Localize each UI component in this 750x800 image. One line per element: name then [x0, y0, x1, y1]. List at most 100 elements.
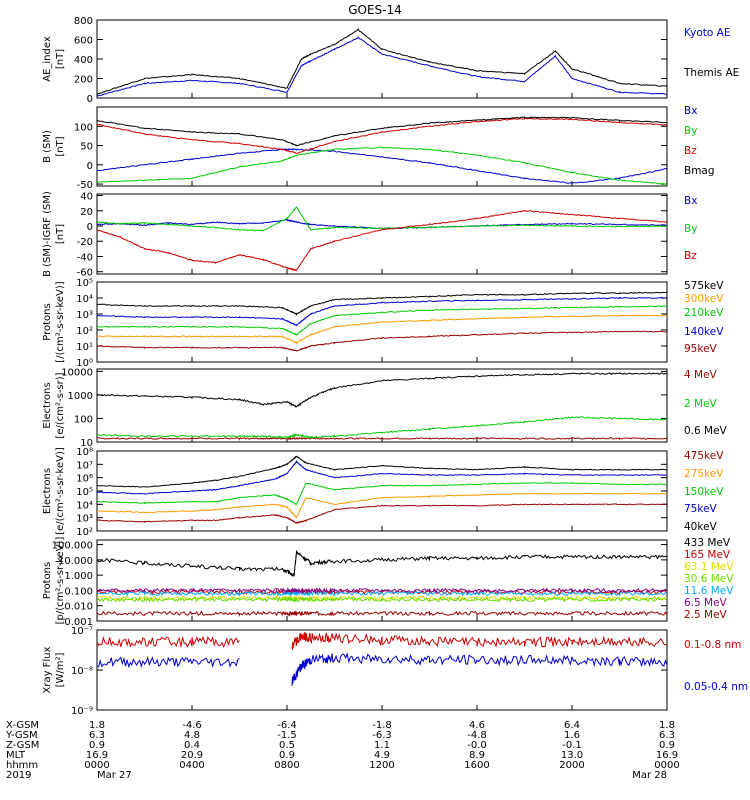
series-line [96, 455, 668, 488]
series-line [96, 372, 668, 408]
x-axis-end-date: Mar 28 [632, 770, 667, 781]
y-tick-label: 10⁰ [76, 358, 93, 369]
series-line [96, 148, 668, 185]
legend-label: Bz [684, 250, 697, 262]
y-tick-label: 0 [87, 161, 93, 172]
y-tick-label: 0.100 [64, 586, 93, 597]
panel-8: 10⁻⁹ 10⁻⁸ 10⁻⁷ Xray Flux [W/m²] 0.1-0.8 nm 0.0… [42, 626, 748, 717]
y-tick-label: 10⁻⁸ [71, 666, 93, 677]
series-line [96, 586, 668, 595]
y-tick-label: -20 [77, 237, 93, 248]
panel-3: -60 -40 -20 0 20 40 B (SM)-IGRF (SM) [nT] Bx By Bz [42, 191, 697, 279]
x-axis-row-value: 20.9 [181, 750, 203, 761]
legend-label: Bz [684, 145, 697, 157]
y-axis-label: Protons [42, 303, 53, 340]
series-line [96, 436, 668, 441]
series-line [96, 28, 668, 96]
y-tick-label: 40 [80, 192, 93, 203]
y-tick-label: 100 [74, 122, 93, 133]
x-axis-row-label: hhmm [6, 760, 38, 771]
y-tick-label: 100.000 [52, 541, 93, 552]
x-axis-row-value: 1.6 [564, 730, 580, 741]
y-tick-label: 0.001 [64, 617, 93, 628]
legend-label: 475keV [684, 450, 724, 462]
y-tick-label: 400 [74, 55, 93, 66]
y-tick-label: 10⁵ [76, 487, 93, 498]
y-tick-label: -50 [77, 180, 93, 191]
x-axis-row-value: 1600 [464, 760, 489, 771]
series-line [96, 652, 668, 686]
series-line [97, 330, 668, 352]
x-axis-row-label: MLT [6, 750, 26, 761]
y-tick-label: 0 [87, 222, 93, 233]
y-tick-label: 200 [74, 75, 93, 86]
x-axis-start-date: Mar 27 [97, 770, 132, 781]
legend-label: 40keV [684, 521, 718, 533]
legend-label: Bx [684, 105, 697, 117]
series-line [96, 206, 668, 232]
y-tick-label: 50 [80, 142, 93, 153]
legend-label: Bx [684, 195, 697, 207]
legend-label: 75keV [684, 503, 718, 515]
panel-1: 0 200 400 600 800 AE_index [nT] Kyoto AE Themis … [42, 16, 739, 105]
x-axis-row-value: -1.5 [277, 730, 297, 741]
x-axis-row-value: 1.8 [89, 720, 105, 731]
x-axis-row-value: 0400 [179, 760, 204, 771]
x-axis-row-value: 8.9 [469, 750, 485, 761]
series-line [96, 217, 668, 230]
y-axis-label: B (SM) [42, 130, 53, 163]
y-tick-label: 10000 [61, 367, 93, 378]
legend-label: By [684, 223, 697, 235]
legend-label: 433 MeV [684, 537, 731, 549]
series-line [96, 117, 668, 155]
legend-label: 575keV [684, 280, 724, 292]
y-tick-label: 10⁴ [76, 500, 93, 511]
y-axis-label: Xray Flux [42, 646, 53, 693]
series-line [96, 481, 668, 505]
legend-label: 210keV [684, 307, 724, 319]
x-axis-row-value: -6.4 [277, 720, 297, 731]
x-axis-row-value: -0.0 [467, 740, 487, 751]
x-axis-row-value: 0000 [654, 760, 679, 771]
x-axis-row-value: 4.6 [469, 720, 485, 731]
y-axis-label: [nT] [55, 49, 66, 69]
series-line [96, 550, 668, 577]
y-tick-label: 800 [74, 16, 93, 27]
y-axis-label: [nT] [55, 224, 66, 244]
y-tick-label: 100 [74, 414, 93, 425]
legend-label: 165 MeV [684, 549, 731, 561]
x-axis-row-value: 2000 [559, 760, 584, 771]
x-axis-row-value: 4.9 [374, 750, 390, 761]
y-tick-label: 10⁻⁷ [71, 626, 93, 637]
y-tick-label: 10⁷ [76, 460, 93, 471]
y-tick-label: 600 [74, 36, 93, 47]
legend-label: 140keV [684, 326, 724, 338]
legend-label: 2.5 MeV [684, 609, 728, 621]
legend-label: Kyoto AE [684, 27, 730, 39]
legend-label: 150keV [684, 486, 724, 498]
series-line [96, 210, 668, 272]
y-axis-label: [nT] [55, 136, 66, 156]
panel-2: -50 0 50 100 B (SM) [nT] Bx By Bz Bmag [42, 105, 715, 191]
y-tick-label: 20 [80, 207, 93, 218]
x-axis-row-label: X-GSM [6, 720, 39, 731]
y-tick-label: 10³ [76, 310, 93, 321]
x-axis-row-value: -0.1 [562, 740, 582, 751]
x-axis-row-value: -6.3 [372, 730, 392, 741]
x-axis-row-value: 0.5 [279, 740, 295, 751]
y-axis-label: [W/m²] [55, 652, 66, 687]
x-axis-row-value: 1200 [369, 760, 394, 771]
series-line [96, 116, 668, 147]
x-axis-row-value: 4.8 [184, 730, 200, 741]
series-line [96, 595, 668, 603]
y-tick-label: 10⁴ [76, 294, 93, 305]
x-axis-row-label: Y-GSM [5, 730, 38, 741]
x-axis-row-value: 13.0 [561, 750, 583, 761]
panel-frame [96, 193, 668, 275]
series-line [96, 503, 668, 525]
y-axis-label: [p/(cm²-s-sr-keV)] [55, 537, 66, 625]
legend-label: 30.6 MeV [684, 573, 734, 585]
x-axis-row-value: 0.9 [89, 740, 105, 751]
legend-label: 275keV [684, 468, 724, 480]
